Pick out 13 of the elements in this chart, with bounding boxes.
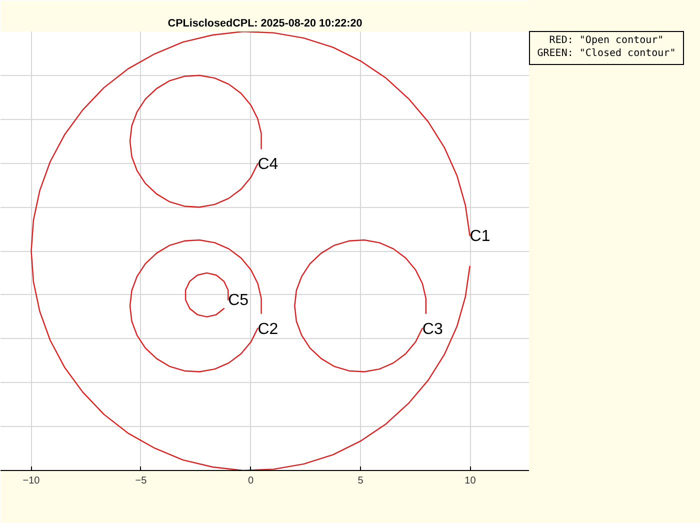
series-label: C2 [258,320,278,338]
text: RED: "Open contour" [548,35,665,48]
x-tick-label: −5 [135,476,148,486]
series-label: C1 [470,228,490,246]
x-tick-label: 10 [464,476,476,486]
x-tick-label: 0 [248,476,254,486]
text: GREEN: "Closed contour" [536,48,677,60]
series-label: C5 [228,292,249,310]
series-label: C3 [422,320,443,338]
series-label: C4 [258,156,278,174]
chart-title: CPLisclosedCPL: 2025-08-20 10:22:20 [168,18,362,30]
x-tick-label: −10 [22,476,40,486]
x-tick-label: 5 [358,476,364,486]
